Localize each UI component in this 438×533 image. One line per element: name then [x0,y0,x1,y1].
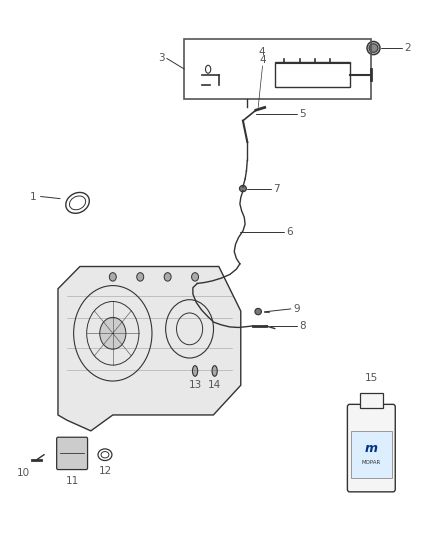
Text: MOPAR: MOPAR [362,461,381,465]
Text: 12: 12 [99,466,112,475]
FancyBboxPatch shape [347,405,395,492]
Ellipse shape [255,309,261,315]
Text: 4: 4 [258,47,265,57]
Ellipse shape [192,366,198,376]
Text: 1: 1 [30,191,36,201]
Circle shape [110,273,116,281]
Ellipse shape [367,42,380,55]
Text: 15: 15 [365,373,378,383]
Text: m: m [365,442,378,455]
Text: 11: 11 [66,477,79,486]
Text: 4: 4 [259,55,266,65]
FancyBboxPatch shape [57,437,88,470]
Ellipse shape [369,44,378,52]
FancyBboxPatch shape [351,431,392,478]
Text: 14: 14 [208,379,221,390]
Text: 13: 13 [188,379,201,390]
Circle shape [100,317,126,349]
FancyBboxPatch shape [360,393,383,408]
Circle shape [164,273,171,281]
Text: 2: 2 [404,43,410,53]
Text: 8: 8 [300,321,306,331]
Circle shape [137,273,144,281]
Text: 6: 6 [286,227,293,237]
Text: 10: 10 [17,469,30,478]
Text: 5: 5 [300,109,306,119]
Circle shape [191,273,198,281]
Text: 9: 9 [293,304,300,314]
Text: 3: 3 [158,53,165,63]
Polygon shape [58,266,241,431]
Ellipse shape [212,366,217,376]
Ellipse shape [240,185,247,192]
Text: 7: 7 [273,183,280,193]
